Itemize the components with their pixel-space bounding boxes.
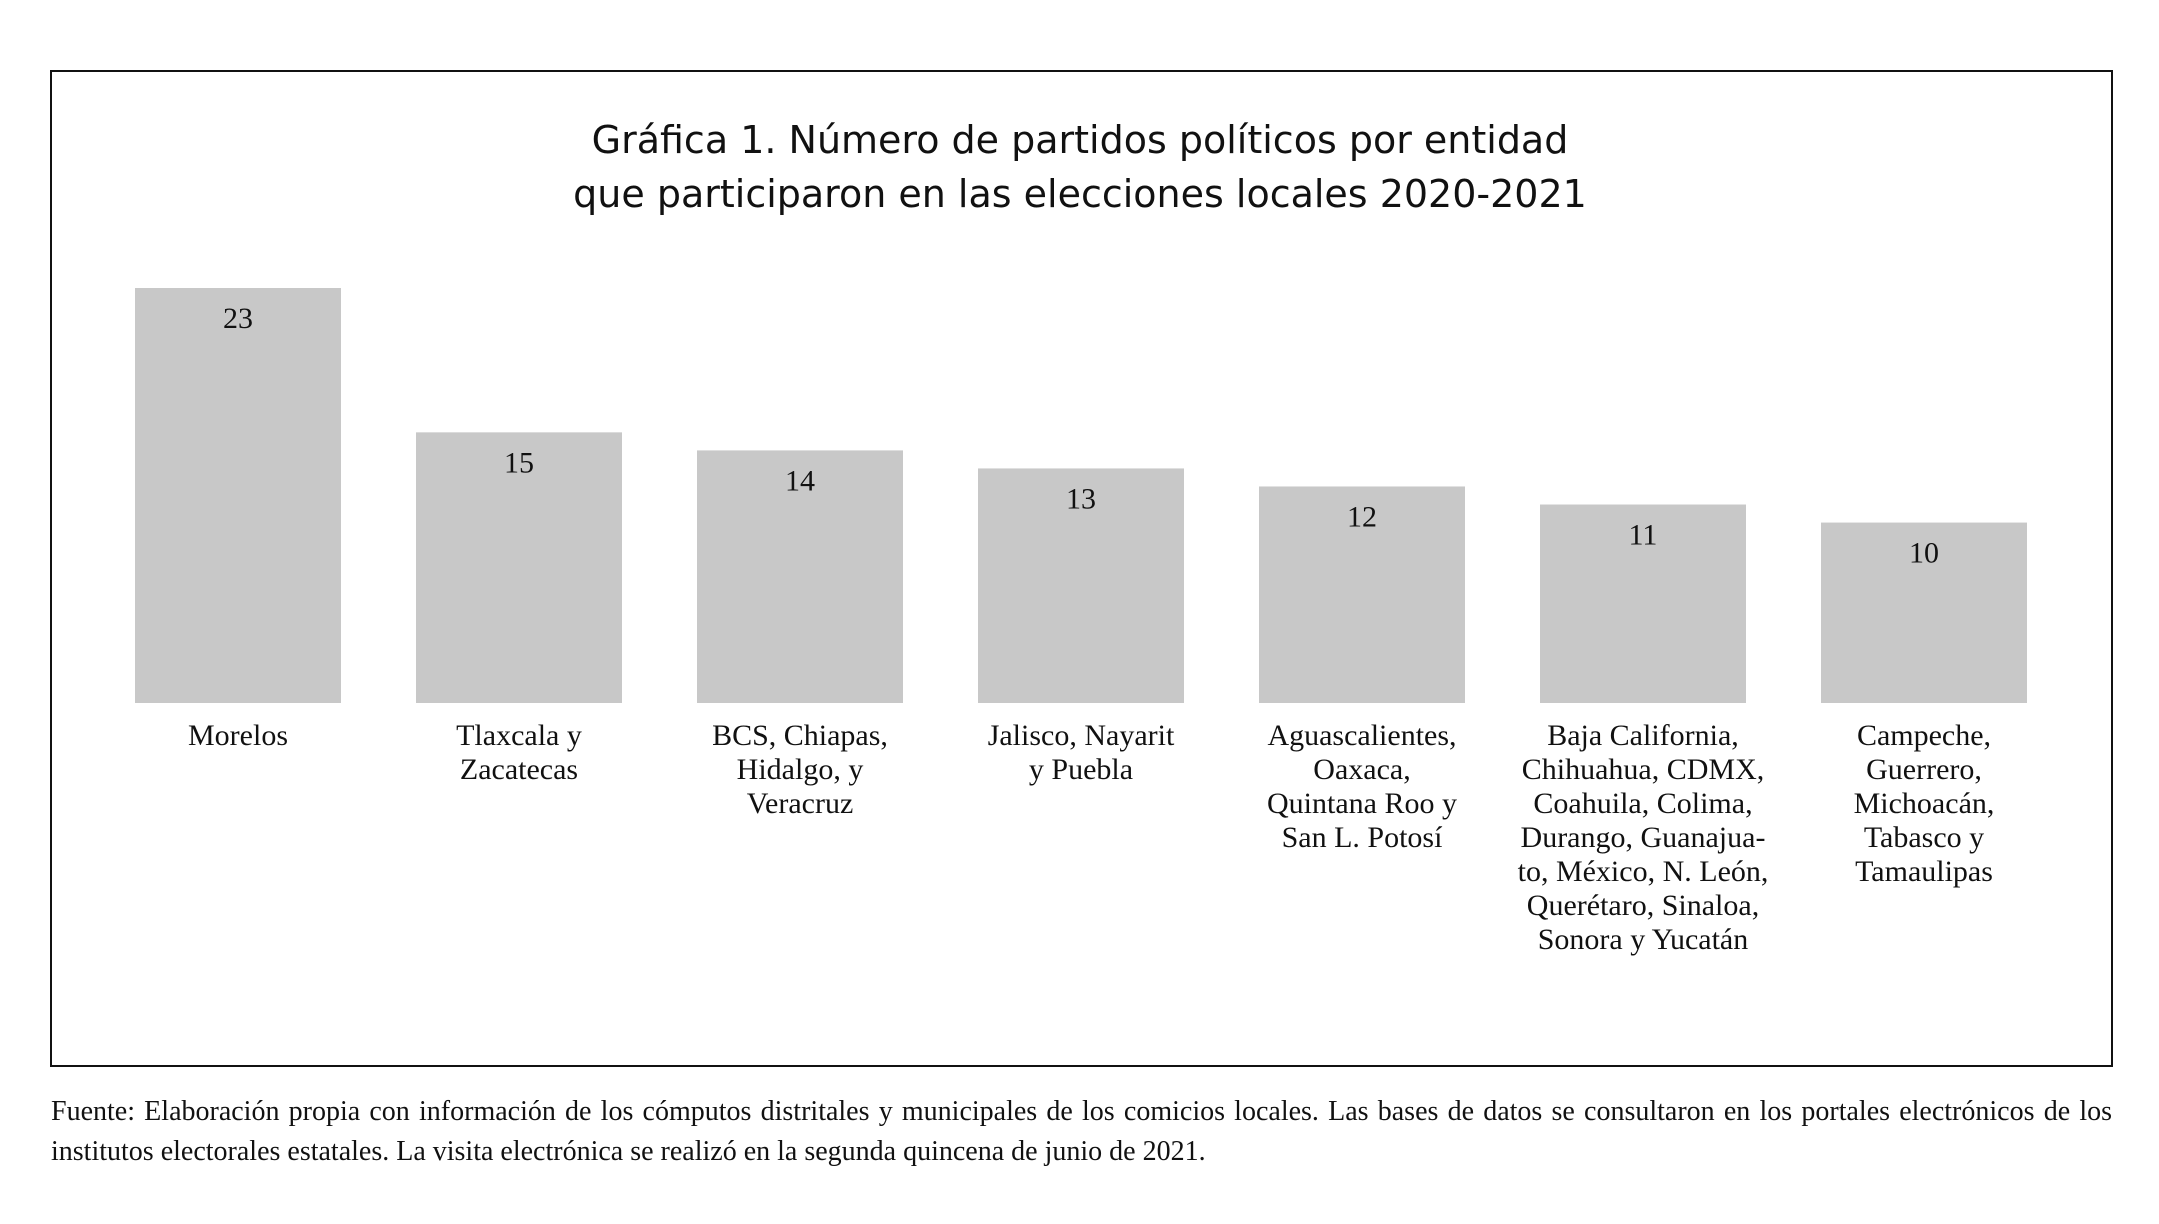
bar bbox=[697, 450, 903, 703]
bar bbox=[135, 288, 341, 703]
x-tick-label: Jalisco, Nayarit y Puebla bbox=[988, 719, 1175, 786]
chart-title: Gráfica 1. Número de partidos políticos … bbox=[573, 118, 1587, 216]
value-label: 10 bbox=[1909, 537, 1939, 570]
value-label: 11 bbox=[1629, 519, 1658, 552]
frame bbox=[50, 70, 2113, 1067]
x-tick-label: Campeche, Guerrero, Michoacán, Tabasco y Tam… bbox=[1854, 719, 1995, 888]
x-tick-label: Baja California, Chihuahua, CDMX, Coahuila… bbox=[1518, 719, 1769, 956]
bar bbox=[978, 468, 1184, 703]
x-tick-label: Morelos bbox=[188, 719, 288, 752]
bar bbox=[416, 432, 622, 703]
value-label: 14 bbox=[785, 464, 815, 497]
source-note: Fuente: Elaboración propia con informaci… bbox=[51, 1096, 2112, 1167]
bar bbox=[1540, 504, 1746, 703]
value-label: 13 bbox=[1066, 482, 1096, 515]
bar bbox=[1821, 522, 2027, 703]
bar bbox=[1259, 486, 1465, 703]
value-label: 12 bbox=[1347, 500, 1377, 533]
value-label: 23 bbox=[223, 302, 253, 335]
x-tick-label: BCS, Chiapas, Hidalgo, y Veracruz bbox=[712, 719, 888, 820]
x-tick-label: Tlaxcala y Zacatecas bbox=[456, 719, 582, 786]
x-tick-label: Aguascalientes, Oaxaca, Quintana Roo y San … bbox=[1267, 719, 1457, 854]
value-label: 15 bbox=[504, 446, 534, 479]
